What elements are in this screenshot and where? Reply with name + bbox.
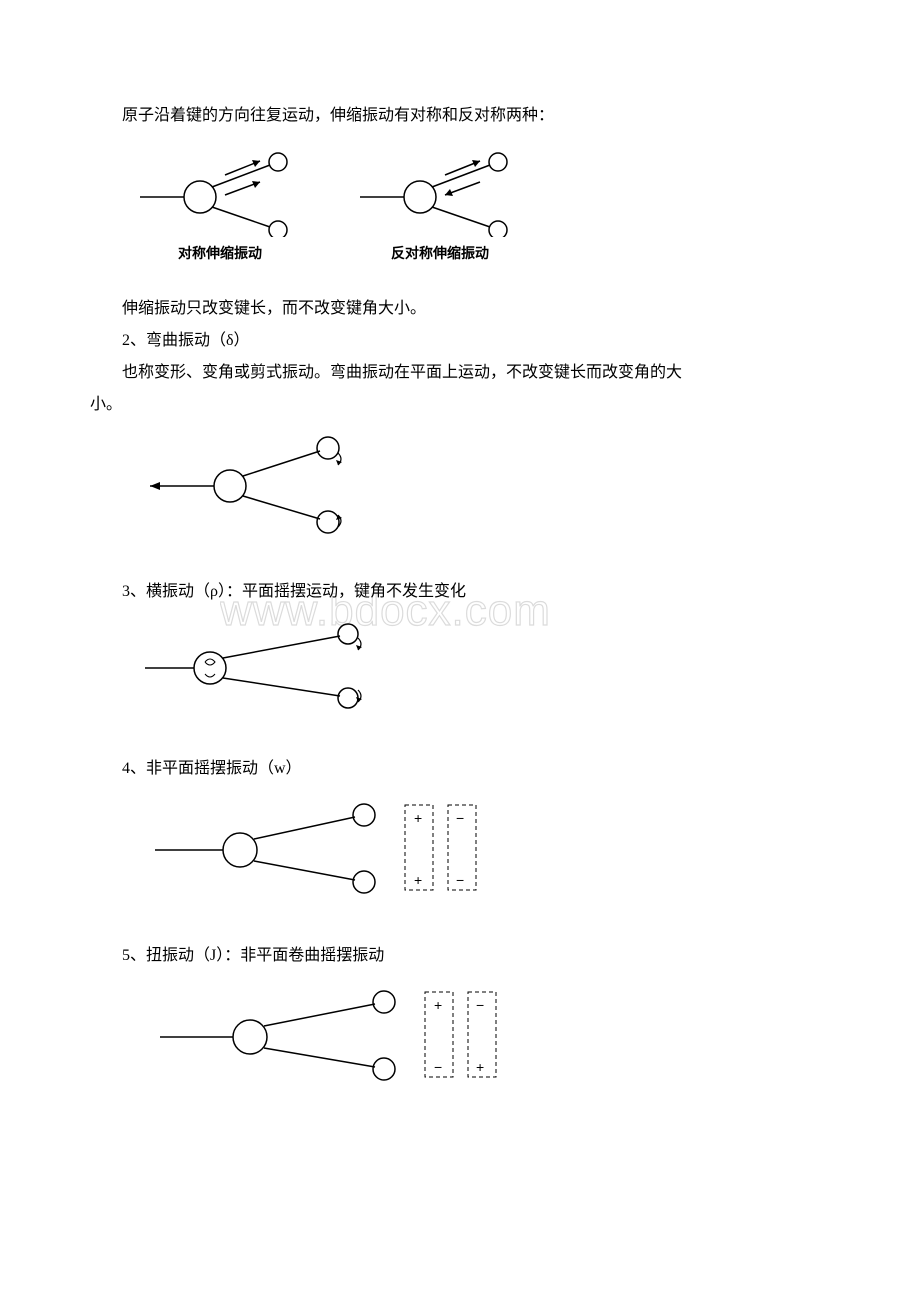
wagging-diagram-wrap: + + − − [130, 795, 830, 910]
svg-text:−: − [476, 997, 484, 1013]
rocking-diagram-wrap [130, 618, 830, 723]
diagram-row-1: 对称伸缩振动 反对称伸缩振动 [130, 147, 830, 263]
twisting-diagram-wrap: + − − + [130, 982, 830, 1097]
svg-text:+: + [434, 997, 442, 1013]
asymmetric-stretch-block: 反对称伸缩振动 [350, 147, 530, 263]
svg-text:+: + [476, 1059, 484, 1075]
para-4b: 小。 [90, 389, 830, 421]
para-4: 也称变形、变角或剪式振动。弯曲振动在平面上运动，不改变键长而改变角的大 [90, 357, 830, 389]
svg-text:−: − [434, 1059, 442, 1075]
wagging-diagram: + + − − [130, 795, 500, 905]
para-3: 2、弯曲振动（δ） [90, 325, 830, 357]
para-1: 原子沿着键的方向往复运动，伸缩振动有对称和反对称两种： [90, 100, 830, 132]
para-7: 5、扭振动（J）：非平面卷曲摇摆振动 [90, 940, 830, 972]
bending-diagram [130, 431, 370, 541]
asymmetric-stretch-diagram [350, 147, 530, 237]
asymmetric-caption: 反对称伸缩振动 [391, 243, 489, 263]
twisting-diagram: + − − + [130, 982, 520, 1092]
para-6: 4、非平面摇摆振动（w） [90, 753, 830, 785]
symmetric-stretch-block: 对称伸缩振动 [130, 147, 310, 263]
svg-text:−: − [456, 810, 464, 826]
symmetric-stretch-diagram [130, 147, 310, 237]
symmetric-caption: 对称伸缩振动 [178, 243, 262, 263]
svg-text:+: + [414, 872, 422, 888]
para-2: 伸缩振动只改变键长，而不改变键角大小。 [90, 293, 830, 325]
svg-text:+: + [414, 810, 422, 826]
para-5: 3、横振动（ρ）：平面摇摆运动，键角不发生变化 [90, 576, 830, 608]
rocking-diagram [130, 618, 390, 718]
page-content: 原子沿着键的方向往复运动，伸缩振动有对称和反对称两种： 对称伸缩振动 [90, 100, 830, 1097]
bending-diagram-wrap [130, 431, 830, 546]
svg-text:−: − [456, 872, 464, 888]
